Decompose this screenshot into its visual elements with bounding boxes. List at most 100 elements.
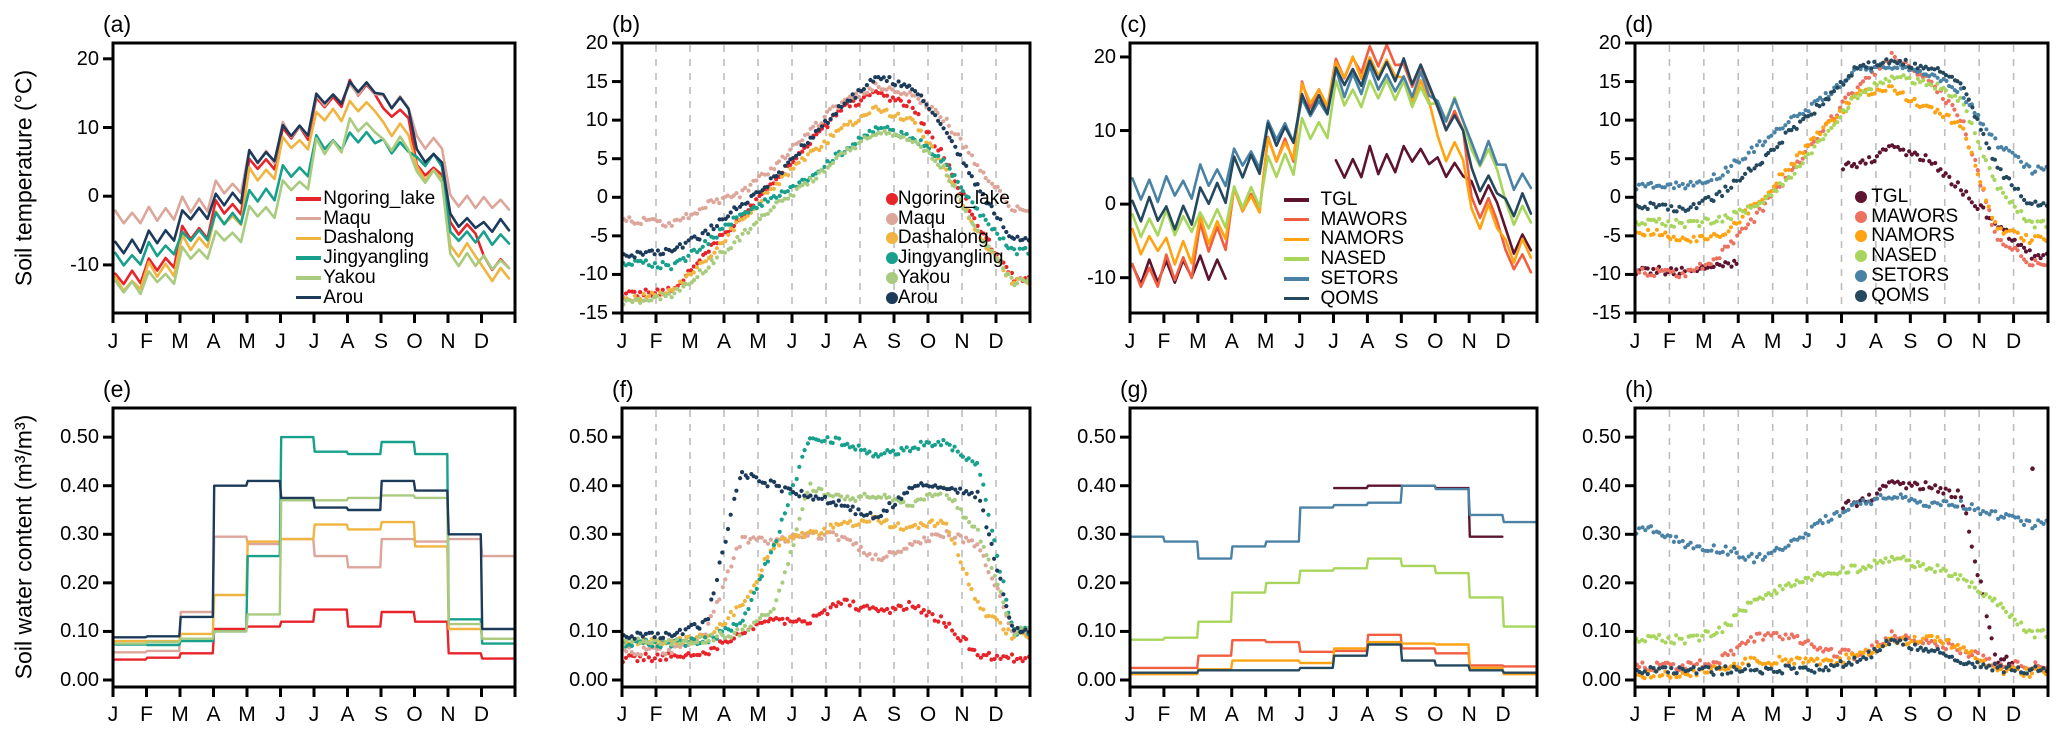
x-tick-label-month: A bbox=[1360, 703, 1375, 726]
legend-label-MAWORS: MAWORS bbox=[1320, 208, 1408, 230]
x-tick-label-month: O bbox=[1427, 330, 1444, 353]
y-tick-label-h: 0.50 bbox=[1582, 426, 1621, 449]
legend-item-Dashalong: Dashalong bbox=[295, 227, 415, 249]
legend-label-Jingyangling: Jingyangling bbox=[323, 247, 429, 269]
y-tick-label-d: 5 bbox=[1609, 147, 1621, 170]
y-tick-label-f: 0.30 bbox=[569, 523, 608, 546]
legend-label-NAMORS: NAMORS bbox=[1320, 228, 1404, 250]
x-tick-label-month: A bbox=[1360, 330, 1375, 353]
series-dots-Jingyangling bbox=[622, 124, 1030, 272]
series-dots-Ngoring_lake bbox=[622, 89, 1030, 300]
legend-label-SETORS: SETORS bbox=[1871, 264, 1949, 286]
legend-label-Ngoring_lake: Ngoring_lake bbox=[897, 188, 1010, 209]
y-tick-label-a: 20 bbox=[76, 47, 99, 70]
axes-frame bbox=[1633, 41, 2050, 315]
x-tick-label-month: J bbox=[275, 330, 286, 353]
y-tick-label-b: -10 bbox=[579, 263, 608, 286]
y-tick-label-f: 0.10 bbox=[569, 620, 608, 643]
y-tick-label-c: 10 bbox=[1093, 119, 1116, 142]
legend-item-NASED: NASED bbox=[1854, 245, 1937, 266]
x-tick-label-month: M bbox=[238, 330, 256, 353]
legend-dot-swatch-Arou bbox=[886, 291, 899, 304]
series-line-NASED bbox=[1130, 557, 1537, 641]
y-tick-label-b: -5 bbox=[590, 224, 608, 247]
x-tick-label-month: S bbox=[1394, 703, 1409, 726]
y-tick-label-g: 0.40 bbox=[1077, 474, 1116, 497]
legend-item-Ngoring_lake: Ngoring_lake bbox=[886, 188, 1010, 209]
x-tick-label-month: A bbox=[1731, 703, 1746, 726]
x-tick-label-month: A bbox=[340, 330, 355, 353]
legend-item-Ngoring_lake: Ngoring_lake bbox=[295, 188, 435, 209]
legend-item-MAWORS: MAWORS bbox=[1283, 208, 1408, 230]
x-tick-label-month: N bbox=[1461, 703, 1477, 726]
x-tick-label-month: N bbox=[1461, 330, 1477, 353]
axes-frame bbox=[1128, 41, 1539, 315]
legend-item-Maqu: Maqu bbox=[295, 207, 371, 229]
x-tick-label-month: D bbox=[2005, 330, 2022, 353]
x-tick-label-month: J bbox=[1836, 330, 1847, 353]
x-tick-label-month: A bbox=[1868, 703, 1883, 726]
legend-line-swatch-TGL bbox=[1283, 198, 1309, 202]
legend-line-swatch-Jingyangling bbox=[295, 256, 321, 260]
legend-item-SETORS: SETORS bbox=[1283, 268, 1398, 289]
x-tick-label-month: J bbox=[786, 330, 798, 353]
x-tick-label-month: S bbox=[1903, 703, 1918, 726]
y-tick-label-f: 0.00 bbox=[569, 669, 608, 691]
y-tick-label-g: 0.20 bbox=[1077, 571, 1116, 594]
legend-dot-swatch-QOMS bbox=[1854, 289, 1867, 302]
axes-frame bbox=[111, 406, 517, 689]
x-tick-label-month: S bbox=[373, 703, 388, 726]
series-dots-MAWORS bbox=[1635, 50, 2048, 280]
y-tick-label-d: 15 bbox=[1598, 70, 1621, 93]
x-tick-label-month: J bbox=[308, 330, 320, 353]
y-tick-label-c: -10 bbox=[1087, 266, 1116, 289]
x-tick-label-month: J bbox=[616, 330, 628, 353]
x-tick-label-month: O bbox=[1936, 330, 1953, 353]
x-tick-label-month: J bbox=[1124, 703, 1136, 726]
y-tick-label-c: 0 bbox=[1104, 193, 1116, 216]
x-tick-label-month: D bbox=[1495, 703, 1511, 726]
series-line-Arou bbox=[114, 80, 511, 255]
y-tick-label-b: -15 bbox=[579, 302, 608, 324]
legend-line-swatch-Dashalong bbox=[295, 236, 321, 241]
series-dots-SETORS bbox=[1635, 492, 2048, 565]
x-tick-label-month: J bbox=[1629, 330, 1641, 353]
panel-letter-e: (e) bbox=[103, 376, 132, 402]
axes-frame bbox=[620, 406, 1032, 689]
x-tick-label-month: J bbox=[1294, 330, 1305, 353]
legend-label-Jingyangling: Jingyangling bbox=[897, 247, 1004, 269]
x-tick-label-month: D bbox=[988, 703, 1004, 726]
legend-item-MAWORS: MAWORS bbox=[1854, 206, 1958, 227]
legend-label-Dashalong: Dashalong bbox=[323, 227, 415, 249]
legend-item-Arou: Arou bbox=[295, 287, 363, 308]
x-tick-label-month: F bbox=[1662, 703, 1676, 726]
legend-line-swatch-MAWORS bbox=[1283, 217, 1309, 222]
panel-a bbox=[103, 41, 517, 323]
x-tick-label-month: D bbox=[988, 330, 1004, 353]
legend-label-Maqu: Maqu bbox=[323, 207, 371, 229]
x-tick-label-month: A bbox=[1224, 703, 1239, 726]
y-tick-label-e: 0.10 bbox=[60, 620, 99, 643]
series-dots-Maqu bbox=[622, 529, 1030, 657]
panel-letter-h: (h) bbox=[1625, 376, 1654, 402]
x-tick-label-month: J bbox=[1328, 330, 1339, 353]
panel-e bbox=[103, 406, 517, 697]
legend-line-swatch-Maqu bbox=[295, 216, 321, 221]
series-line-Arou bbox=[113, 479, 515, 639]
legend-label-NASED: NASED bbox=[1320, 248, 1386, 270]
x-tick-label-month: J bbox=[1124, 330, 1136, 353]
legend-dot-swatch-Jingyangling bbox=[886, 252, 899, 265]
y-tick-label-g: 0.10 bbox=[1077, 620, 1116, 643]
x-tick-label-month: D bbox=[473, 330, 490, 353]
x-tick-label-month: N bbox=[440, 703, 456, 726]
panel-letter-f: (f) bbox=[612, 376, 634, 402]
legend-line-swatch-Ngoring_lake bbox=[295, 197, 321, 201]
x-tick-label-month: J bbox=[1836, 703, 1847, 726]
x-tick-label-month: M bbox=[1695, 330, 1713, 353]
x-tick-label-month: N bbox=[440, 330, 456, 353]
panel-f bbox=[612, 406, 1032, 697]
x-tick-label-month: M bbox=[1256, 330, 1275, 353]
axes-frame bbox=[1128, 406, 1539, 689]
series-dots-Dashalong bbox=[622, 104, 1030, 303]
legend-dot-swatch-NAMORS bbox=[1854, 230, 1867, 243]
